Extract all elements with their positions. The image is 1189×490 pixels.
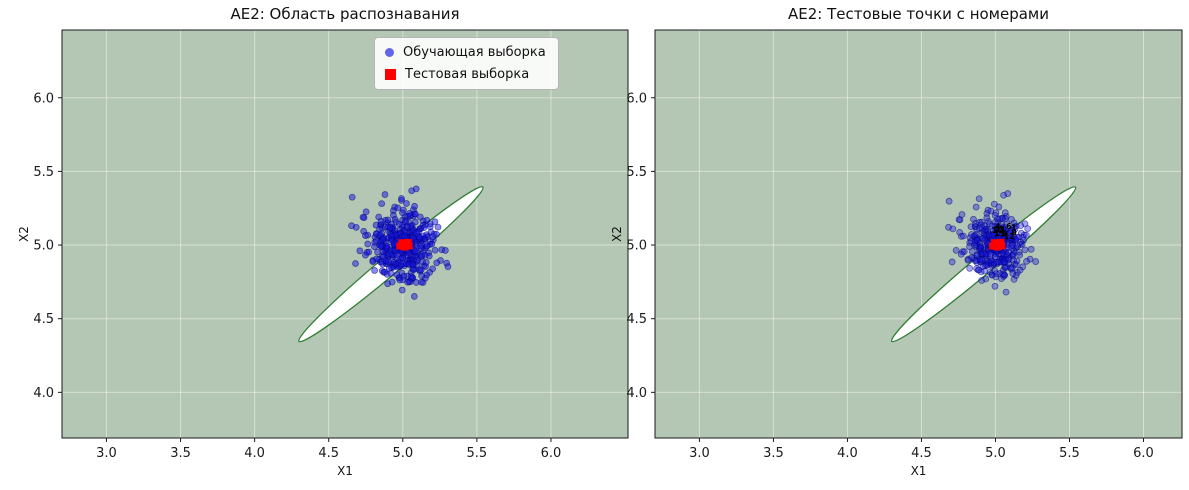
svg-text:3: 3: [999, 225, 1005, 234]
svg-text:4: 4: [995, 222, 1001, 231]
svg-text:5.0: 5.0: [33, 239, 54, 254]
y-ticks: 4.0 4.5 5.0 5.5 6.0: [626, 91, 655, 401]
svg-text:12: 12: [1004, 232, 1015, 241]
svg-text:4.0: 4.0: [244, 446, 265, 461]
y-ticks: 4.0 4.5 5.0 5.5 6.0: [33, 91, 62, 401]
svg-text:6.0: 6.0: [541, 446, 562, 461]
svg-text:6.0: 6.0: [1133, 446, 1154, 461]
svg-text:11: 11: [994, 229, 1006, 238]
training-marker-icon: [385, 48, 394, 57]
svg-text:1: 1: [1011, 223, 1017, 232]
left-plot-title: AE2: Область распознавания: [230, 5, 460, 23]
test-marker-icon: [385, 69, 396, 80]
svg-text:5.0: 5.0: [985, 446, 1006, 461]
svg-text:5.0: 5.0: [392, 446, 413, 461]
legend: Обучающая выборка Тестовая выборка: [374, 37, 559, 90]
svg-text:6.0: 6.0: [33, 91, 54, 106]
svg-text:4.5: 4.5: [911, 446, 932, 461]
plot-background: [62, 30, 628, 438]
right-plot-title: AE2: Тестовые точки с номерами: [787, 5, 1049, 23]
left-plot-xlabel: X1: [337, 464, 353, 478]
svg-text:4.5: 4.5: [33, 312, 54, 327]
svg-text:4.0: 4.0: [626, 386, 647, 401]
svg-text:3.5: 3.5: [763, 446, 784, 461]
svg-text:5.5: 5.5: [33, 165, 54, 180]
svg-text:5.0: 5.0: [626, 239, 647, 254]
svg-text:5: 5: [1001, 229, 1007, 238]
svg-text:5.5: 5.5: [467, 446, 488, 461]
axes-frame: [61, 29, 629, 439]
svg-text:5.5: 5.5: [626, 165, 647, 180]
grid-lines: [655, 30, 1182, 438]
left-plot-ylabel: X2: [17, 226, 31, 242]
x-ticks: 3.0 3.5 4.0 4.5 5.0 5.5 6.0: [96, 438, 561, 461]
test-points: [988, 238, 1006, 251]
svg-text:6: 6: [1006, 222, 1012, 231]
svg-text:5.5: 5.5: [1059, 446, 1080, 461]
svg-text:2: 2: [994, 225, 1000, 234]
svg-text:4.0: 4.0: [837, 446, 858, 461]
plot-background: [655, 30, 1182, 438]
svg-text:4.5: 4.5: [318, 446, 339, 461]
svg-text:3.0: 3.0: [689, 446, 710, 461]
svg-text:4.5: 4.5: [626, 312, 647, 327]
legend-label-training: Обучающая выборка: [403, 45, 546, 60]
legend-label-test: Тестовая выборка: [405, 67, 530, 82]
right-plot-ylabel: X2: [610, 226, 624, 242]
svg-text:10: 10: [992, 226, 1004, 235]
svg-text:6.0: 6.0: [626, 91, 647, 106]
x-ticks: 3.0 3.5 4.0 4.5 5.0 5.5 6.0: [689, 438, 1154, 461]
legend-item-training: Обучающая выборка: [385, 45, 546, 60]
svg-text:3.5: 3.5: [170, 446, 191, 461]
svg-text:8: 8: [1002, 229, 1008, 238]
subplot-0: 3.0 3.5 4.0 4.5 5.0 5.5 6.0 4.0 4.5 5.0 5.5 6.0: [33, 29, 629, 461]
svg-text:3.0: 3.0: [96, 446, 117, 461]
legend-item-test: Тестовая выборка: [385, 67, 546, 82]
right-plot-xlabel: X1: [910, 464, 927, 478]
svg-text:7: 7: [999, 226, 1005, 235]
svg-text:9: 9: [1011, 228, 1017, 237]
axes-frame: [654, 29, 1183, 439]
test-points: [396, 238, 413, 251]
svg-text:4.0: 4.0: [33, 386, 54, 401]
